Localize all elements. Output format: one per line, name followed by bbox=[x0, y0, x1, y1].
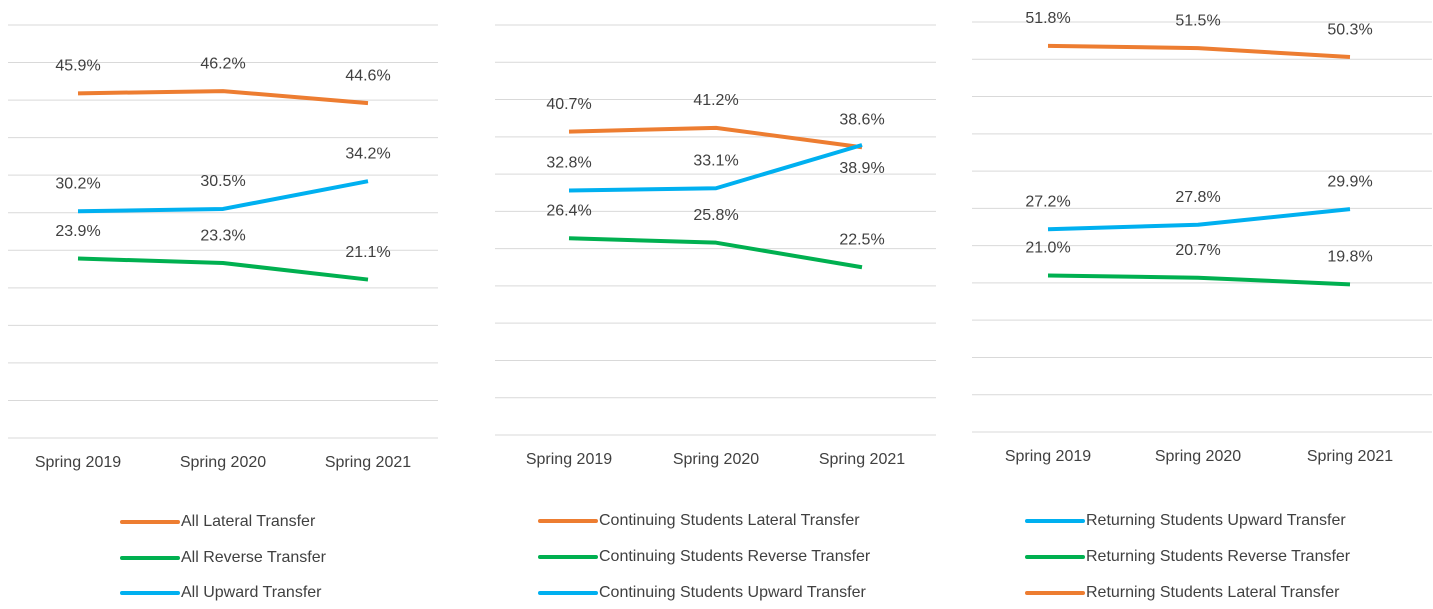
x-tick-label: Spring 2020 bbox=[180, 454, 266, 471]
x-tick-label: Spring 2020 bbox=[1155, 448, 1241, 465]
data-label: 20.7% bbox=[1175, 242, 1220, 259]
series-line bbox=[568, 143, 863, 193]
legend-label: All Lateral Transfer bbox=[181, 513, 316, 530]
x-tick-label: Spring 2019 bbox=[526, 451, 612, 468]
data-label: 46.2% bbox=[200, 55, 245, 72]
series-line bbox=[1047, 207, 1351, 232]
data-label: 32.8% bbox=[546, 155, 591, 172]
data-label: 21.0% bbox=[1025, 240, 1070, 257]
data-label: 23.9% bbox=[55, 223, 100, 240]
series-line bbox=[1047, 273, 1351, 287]
data-label: 51.8% bbox=[1025, 10, 1070, 27]
x-tick-label: Spring 2019 bbox=[1005, 448, 1091, 465]
data-label: 41.2% bbox=[693, 92, 738, 109]
data-label: 50.3% bbox=[1327, 21, 1372, 38]
data-label: 22.5% bbox=[839, 231, 884, 248]
legend-label: Returning Students Upward Transfer bbox=[1086, 512, 1346, 529]
legend-label: Returning Students Lateral Transfer bbox=[1086, 584, 1340, 601]
legend-label: All Upward Transfer bbox=[181, 584, 322, 601]
data-label: 27.2% bbox=[1025, 193, 1070, 210]
x-tick-label: Spring 2021 bbox=[1307, 448, 1393, 465]
data-label: 26.4% bbox=[546, 202, 591, 219]
series-line bbox=[77, 179, 369, 214]
data-label: 44.6% bbox=[345, 67, 390, 84]
legend-label: Continuing Students Upward Transfer bbox=[599, 584, 866, 601]
data-label: 30.2% bbox=[55, 175, 100, 192]
series-line bbox=[77, 89, 369, 106]
data-label: 45.9% bbox=[55, 58, 100, 75]
data-label: 38.9% bbox=[839, 160, 884, 177]
data-label: 33.1% bbox=[693, 152, 738, 169]
legend-label: Continuing Students Reverse Transfer bbox=[599, 548, 871, 565]
data-label: 29.9% bbox=[1327, 173, 1372, 190]
series-line bbox=[568, 236, 863, 270]
x-tick-label: Spring 2019 bbox=[35, 454, 121, 471]
series-line bbox=[568, 125, 863, 150]
series-line bbox=[1047, 43, 1351, 60]
data-label: 19.8% bbox=[1327, 249, 1372, 266]
data-label: 51.5% bbox=[1175, 12, 1220, 29]
legend-label: Continuing Students Lateral Transfer bbox=[599, 512, 860, 529]
data-label: 40.7% bbox=[546, 96, 591, 113]
data-label: 34.2% bbox=[345, 145, 390, 162]
series-line bbox=[77, 256, 369, 282]
data-label: 21.1% bbox=[345, 244, 390, 261]
data-label: 38.6% bbox=[839, 111, 884, 128]
data-label: 27.8% bbox=[1175, 189, 1220, 206]
x-tick-label: Spring 2020 bbox=[673, 451, 759, 468]
legend-label: All Reverse Transfer bbox=[181, 549, 327, 566]
x-tick-label: Spring 2021 bbox=[819, 451, 905, 468]
legend-label: Returning Students Reverse Transfer bbox=[1086, 548, 1351, 565]
data-label: 30.5% bbox=[200, 173, 245, 190]
data-label: 25.8% bbox=[693, 207, 738, 224]
x-tick-label: Spring 2021 bbox=[325, 454, 411, 471]
data-label: 23.3% bbox=[200, 227, 245, 244]
